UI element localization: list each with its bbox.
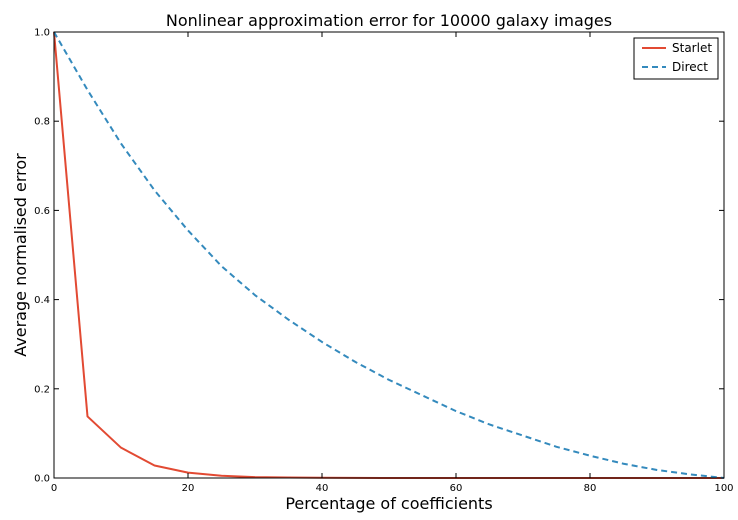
y-tick-label: 0.2 — [34, 384, 50, 395]
x-tick-label: 100 — [714, 483, 733, 494]
x-axis: 0 20 40 60 80 100 — [51, 32, 734, 494]
chart-title: Nonlinear approximation error for 10000 … — [166, 11, 612, 30]
x-tick-label: 60 — [450, 483, 463, 494]
series-line-direct — [53, 31, 725, 479]
legend-label-direct: Direct — [672, 60, 708, 74]
x-axis-label: Percentage of coefficients — [285, 494, 492, 513]
x-tick-label: 0 — [51, 483, 57, 494]
y-tick-label: 0.8 — [34, 117, 50, 128]
legend-box — [633, 37, 719, 80]
x-tick-label: 40 — [316, 483, 329, 494]
legend: Starlet Direct — [633, 37, 719, 80]
plot-frame — [53, 31, 725, 479]
y-axis: 0.0 0.2 0.4 0.6 0.8 1.0 — [34, 28, 724, 485]
x-tick-label: 20 — [182, 483, 195, 494]
series-line-starlet — [53, 31, 724, 479]
x-tick-label: 80 — [584, 483, 597, 494]
y-tick-label: 1.0 — [34, 28, 50, 39]
plot-area — [53, 31, 725, 479]
y-tick-label: 0.0 — [34, 474, 50, 485]
y-axis-label: Average normalised error — [11, 153, 30, 357]
y-tick-label: 0.6 — [34, 206, 50, 217]
y-tick-label: 0.4 — [34, 295, 50, 306]
legend-label-starlet: Starlet — [672, 41, 712, 55]
